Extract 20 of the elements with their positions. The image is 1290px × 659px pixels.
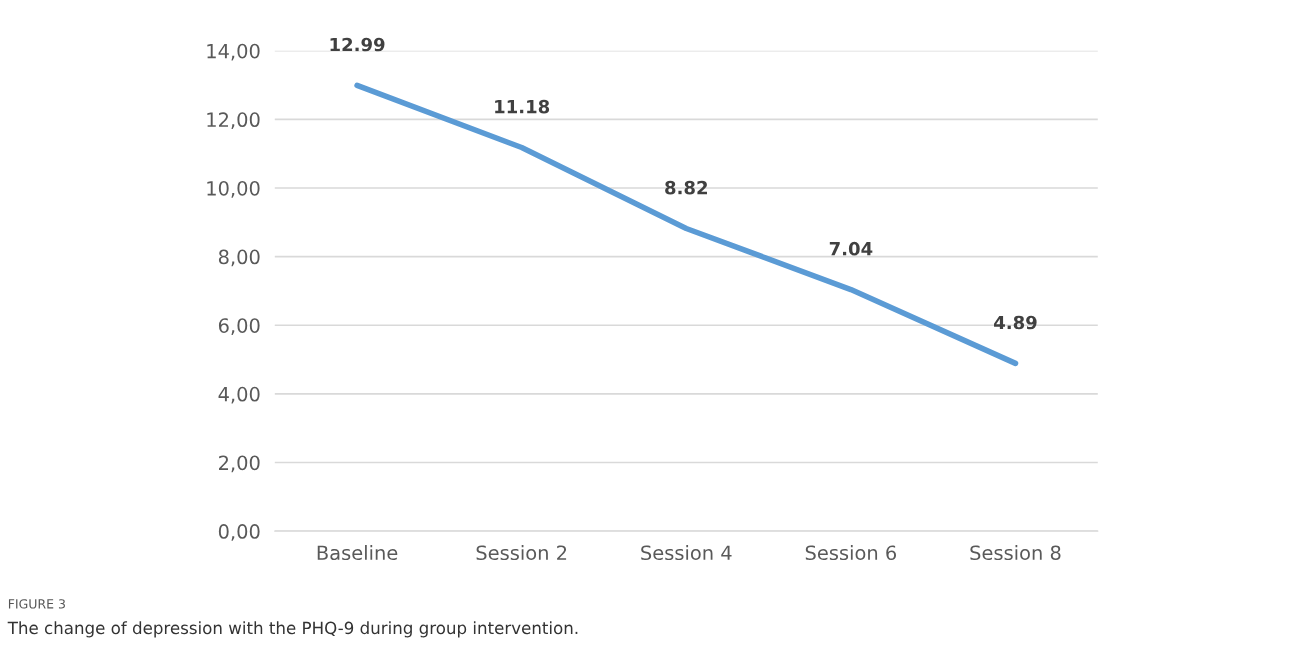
x-tick-label: Session 2 bbox=[476, 545, 567, 561]
data-label: 8.82 bbox=[665, 180, 707, 195]
x-tick-label: Session 4 bbox=[641, 545, 732, 561]
data-label: 11.18 bbox=[495, 99, 550, 114]
data-label: 12.99 bbox=[330, 37, 385, 52]
y-tick-label: 6,00 bbox=[218, 318, 260, 335]
y-tick-label: 4,00 bbox=[218, 386, 260, 404]
x-tick-label: Session 6 bbox=[805, 545, 897, 561]
data-label: 7.04 bbox=[829, 241, 873, 256]
data-label: 4.89 bbox=[994, 315, 1037, 330]
caption: FIGURE 3 bbox=[8, 599, 65, 609]
y-tick-label: 14,00 bbox=[207, 43, 260, 61]
y-tick-label: 0,00 bbox=[218, 524, 260, 541]
x-tick-label: Baseline bbox=[317, 545, 398, 561]
y-tick-label: 12,00 bbox=[207, 112, 260, 130]
y-tick-label: 2,00 bbox=[219, 455, 260, 473]
y-tick-label: 10,00 bbox=[207, 180, 260, 198]
text: The change of depression with the PHQ-9 during group intervention. bbox=[7, 621, 578, 638]
x-tick-label: Session 8 bbox=[970, 545, 1061, 561]
y-tick-label: 8,00 bbox=[218, 249, 260, 267]
